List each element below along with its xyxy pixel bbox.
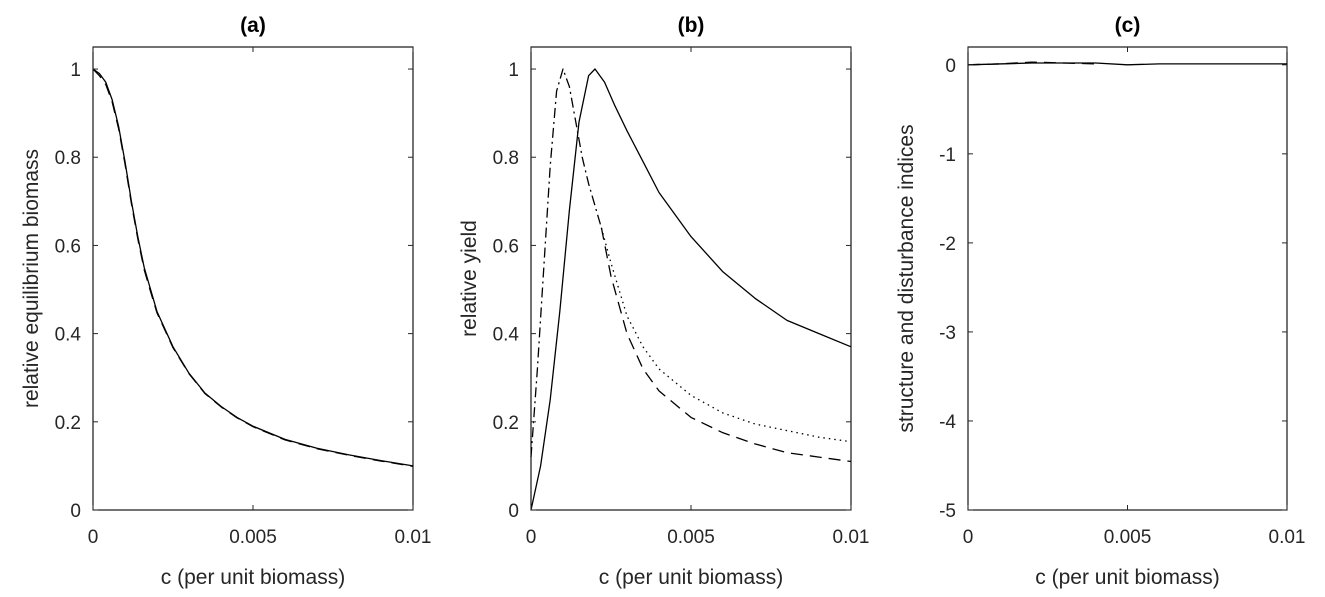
x-tick-label: 0.01 <box>833 527 870 548</box>
series-line-dashed <box>967 61 1096 66</box>
y-tick-label: 0.8 <box>55 148 81 169</box>
y-tick-label: 0 <box>508 501 519 522</box>
y-tick-label: -2 <box>939 234 956 255</box>
x-tick-label: 0 <box>88 527 99 548</box>
y-tick-label: -3 <box>939 323 956 344</box>
y-tick-label: 0.2 <box>493 413 519 434</box>
x-tick-label: 0.005 <box>667 527 715 548</box>
y-tick-label: 0.4 <box>55 325 82 346</box>
panel-title: (a) <box>240 14 266 37</box>
series-line-dashdot <box>530 68 603 458</box>
y-tick-label: 0 <box>70 501 81 522</box>
series-line-dotted <box>600 227 852 443</box>
y-tick-label: 0 <box>945 56 956 77</box>
x-tick-label: 0 <box>526 527 537 548</box>
y-tick-label: 1 <box>70 60 81 81</box>
y-tick-label: 0.8 <box>493 148 519 169</box>
y-axis-label: relative yield <box>458 220 481 337</box>
panel-title: (c) <box>1115 14 1141 37</box>
series-line-solid <box>92 68 414 467</box>
series-line-dashed <box>92 68 414 467</box>
y-tick-label: -5 <box>939 501 956 522</box>
x-axis-label: c (per unit biomass) <box>161 566 345 589</box>
y-axis-label: structure and disturbance indices <box>895 124 918 432</box>
y-tick-label: 0.4 <box>493 325 520 346</box>
panel-c: 0 0.005 0.01 0 -1 -2 -3 -4 -5 (c) c (per unit biom… <box>895 14 1305 589</box>
y-tick-label: 0.2 <box>55 413 81 434</box>
panel-a: 0 0.005 0.01 0 0.2 0.4 0.6 0.8 1 (a) c (per unit b… <box>20 14 431 589</box>
plot-frame <box>967 46 1288 511</box>
x-tick-label: 0.005 <box>1104 527 1152 548</box>
y-axis-label: relative equilibrium biomass <box>20 149 43 408</box>
x-tick-label: 0.01 <box>1269 527 1306 548</box>
y-tick-label: 0.6 <box>493 236 519 257</box>
y-tick-label: 1 <box>508 60 519 81</box>
x-tick-label: 0.005 <box>229 527 277 548</box>
series-line-solid <box>967 62 1287 66</box>
panel-b: 0 0.005 0.01 0 0.2 0.4 0.6 0.8 1 (b) c (per unit b… <box>458 14 869 589</box>
series-line-dashed <box>600 227 852 463</box>
panel-title: (b) <box>678 14 705 37</box>
y-tick-label: 0.6 <box>55 236 81 257</box>
plot-frame <box>530 46 852 511</box>
y-tick-label: -1 <box>939 145 956 166</box>
x-axis-label: c (per unit biomass) <box>599 566 783 589</box>
series-line-solid <box>530 68 852 511</box>
x-axis-label: c (per unit biomass) <box>1035 566 1219 589</box>
plot-frame <box>92 46 414 511</box>
y-tick-label: -4 <box>939 412 956 433</box>
x-tick-label: 0 <box>963 527 974 548</box>
x-tick-label: 0.01 <box>395 527 432 548</box>
